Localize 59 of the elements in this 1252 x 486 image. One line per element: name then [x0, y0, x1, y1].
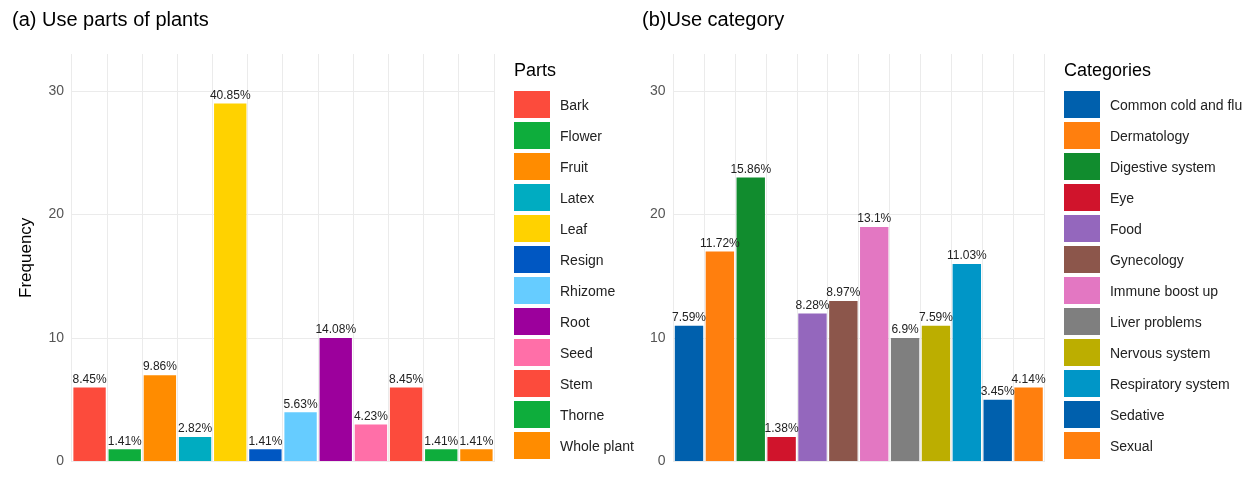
legend-label: Common cold and flu — [1109, 96, 1243, 113]
legend-label: Resign — [560, 251, 604, 268]
y-tick-label: 10 — [48, 328, 65, 345]
chart-title: (a) Use parts of plants — [12, 7, 209, 30]
legend-label: Bark — [560, 96, 589, 113]
annotation: 1.41% — [248, 433, 283, 448]
annotation: 8.45% — [72, 371, 107, 386]
y-tick-label: 30 — [649, 81, 666, 98]
annotation: 1.41% — [459, 433, 494, 448]
chart-title: (b)Use category — [641, 7, 785, 30]
annotation: 1.41% — [107, 433, 143, 448]
legend-label: Latex — [560, 189, 595, 206]
y-tick-label: 10 — [649, 328, 666, 345]
legend-label: Food — [1109, 220, 1142, 237]
annotation: 14.08% — [315, 322, 357, 337]
annotation: 8.97% — [826, 285, 861, 300]
legend-label: Leaf — [560, 220, 588, 237]
legend-label: Liver problems — [1109, 313, 1202, 330]
legend-label: Thorne — [560, 406, 605, 423]
y-tick-label: 0 — [56, 452, 65, 469]
legend-label: Digestive system — [1109, 158, 1216, 175]
annotation: 2.82% — [178, 421, 213, 436]
annotation: 11.03% — [946, 248, 987, 263]
y-tick-label: 30 — [48, 81, 65, 98]
y-tick-label: 20 — [649, 205, 666, 222]
annotation: 8.28% — [795, 297, 830, 312]
legend-label: Root — [560, 313, 590, 330]
legend-title: Categories — [1063, 60, 1152, 81]
annotation: 5.63% — [283, 396, 318, 411]
legend-label: Gynecology — [1109, 251, 1184, 268]
legend-label: Whole plant — [560, 437, 634, 454]
annotation: 13.1% — [857, 211, 892, 226]
y-tick-label: 0 — [657, 452, 666, 469]
y-axis-title: Frequency — [15, 217, 35, 298]
legend-label: Nervous system — [1109, 344, 1211, 361]
legend-label: Seed — [560, 344, 593, 361]
legend-label: Rhizome — [560, 282, 616, 299]
annotation: 40.85% — [209, 87, 251, 102]
y-tick-label: 20 — [48, 205, 65, 222]
annotation: 7.59% — [918, 310, 954, 325]
legend-label: Sedative — [1109, 406, 1165, 423]
annotation: 4.14% — [1011, 371, 1046, 386]
annotation: 8.45% — [389, 371, 424, 386]
annotation: 1.38% — [764, 421, 799, 436]
annotation: 1.41% — [424, 433, 459, 448]
legend-label: Fruit — [560, 158, 588, 175]
annotation: 9.86% — [142, 359, 178, 374]
legend-label: Immune boost up — [1109, 282, 1219, 299]
legend-title: Parts — [514, 60, 557, 81]
annotation: 15.86% — [730, 161, 772, 176]
annotation: 4.23% — [353, 408, 389, 423]
legend-label: Flower — [560, 127, 603, 144]
legend-label: Eye — [1109, 189, 1135, 206]
legend-label: Stem — [560, 375, 593, 392]
annotation: 7.59% — [671, 310, 707, 325]
legend-label: Sexual — [1109, 437, 1153, 454]
legend-label: Respiratory system — [1109, 375, 1230, 392]
annotation: 6.9% — [891, 322, 920, 337]
legend-label: Dermatology — [1109, 127, 1190, 144]
